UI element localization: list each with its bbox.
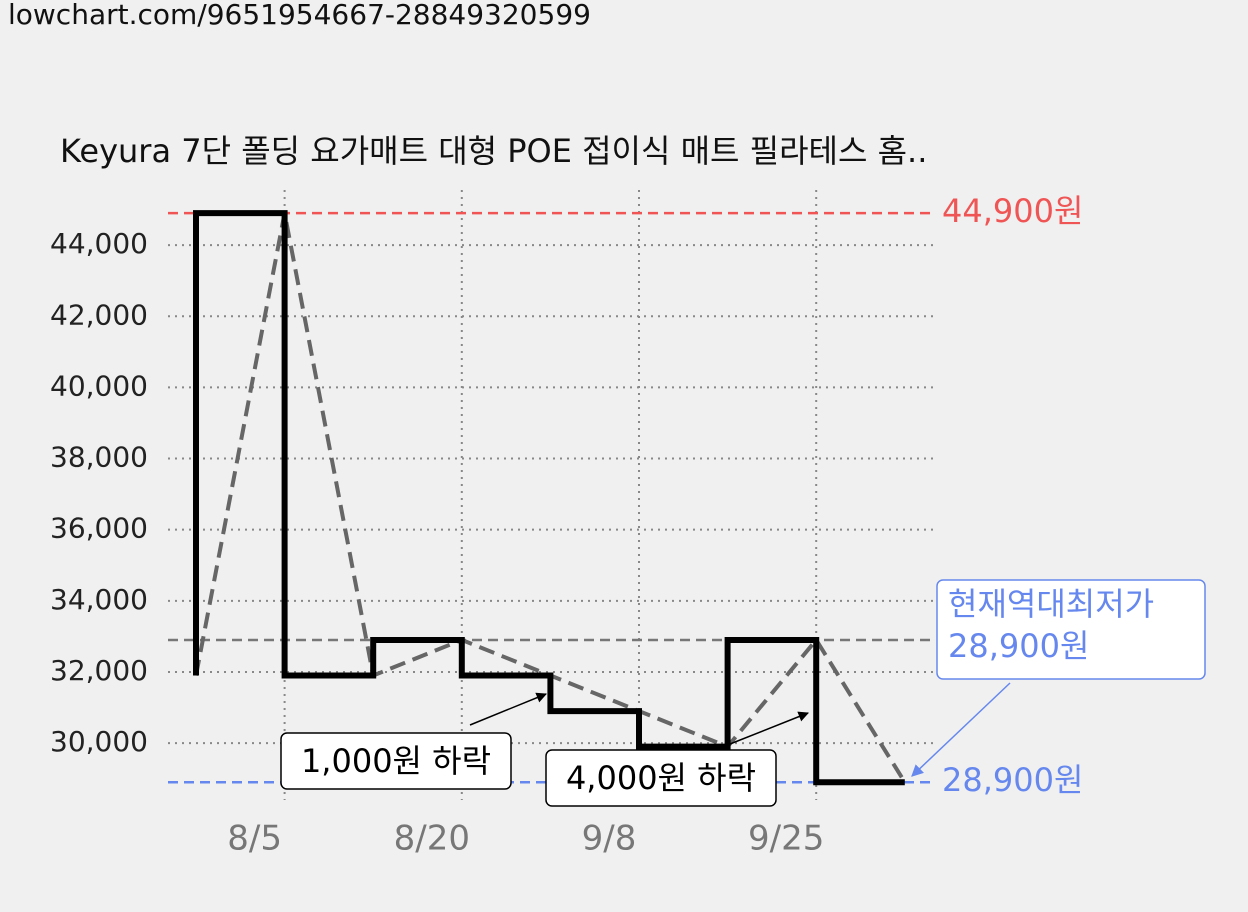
url: lowchart.com/9651954667-28849320599 (8, 0, 591, 31)
x-tick-label: 9/8 (582, 819, 637, 859)
y-tick-label: 34,000 (50, 583, 148, 616)
annotation: 4,000원 하락 (566, 759, 756, 797)
y-tick-label: 30,000 (50, 725, 148, 758)
callout-box (936, 579, 1206, 680)
annotation-arrow (469, 692, 547, 726)
callout-text: 현재역대최저가 (948, 585, 1154, 623)
x-tick-label: 8/20 (394, 819, 470, 859)
annotation-arrow (729, 711, 809, 745)
step-line (193, 210, 905, 786)
callout-arrow (911, 682, 1011, 777)
y-tick-label: 40,000 (50, 369, 148, 402)
reference-label: 44,900원 (942, 192, 1083, 230)
y-tick-label: 42,000 (50, 298, 148, 331)
y-tick-label: 38,000 (50, 441, 148, 474)
x-tick-label: 9/25 (748, 819, 824, 859)
y-tick-label: 44,000 (50, 227, 148, 260)
annotation-box (280, 732, 512, 790)
chart-title: Keyura 7단 폴딩 요가매트 대형 POE 접이식 매트 필라테스 홈.. (60, 132, 927, 170)
callout-text: 28,900원 (948, 627, 1089, 665)
y-tick-label: 32,000 (50, 654, 148, 687)
annotation: 1,000원 하락 (301, 742, 491, 780)
reference-label: 28,900원 (942, 761, 1083, 799)
x-tick-label: 8/5 (227, 819, 282, 859)
y-tick-label: 36,000 (50, 512, 148, 545)
annotation-box (545, 749, 777, 807)
